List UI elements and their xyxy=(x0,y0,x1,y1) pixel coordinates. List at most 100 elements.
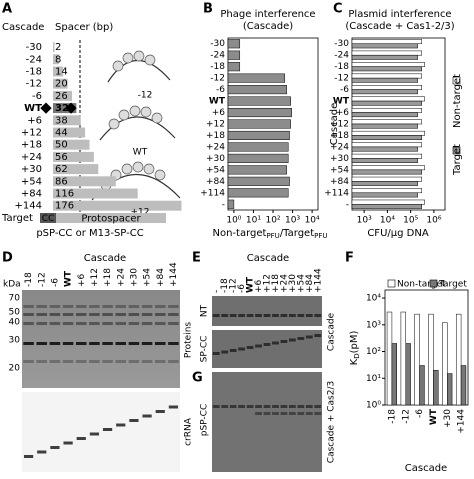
bar xyxy=(351,165,425,171)
bar xyxy=(351,89,418,95)
lane-label: +12 xyxy=(90,268,100,287)
gel-side-label: Cascade xyxy=(327,312,337,351)
category-label: -6 xyxy=(216,85,225,95)
x-tick-label: 10² xyxy=(265,216,280,226)
y-axis-label: KD(pM) xyxy=(349,331,361,366)
spacer-bar xyxy=(53,78,68,89)
gel-band xyxy=(36,305,48,308)
lane-label: +6 xyxy=(77,273,87,287)
lane-label: -18 xyxy=(24,272,34,287)
gel-band xyxy=(23,360,34,363)
gel-band xyxy=(128,360,140,363)
gel-band xyxy=(154,305,166,308)
gel-band xyxy=(23,342,34,345)
gel-band xyxy=(168,405,179,409)
gel-band xyxy=(115,313,127,316)
gel-band xyxy=(280,405,288,408)
gel-band xyxy=(23,305,34,308)
category-label: -24 xyxy=(334,51,349,61)
category-label: WT xyxy=(429,408,439,425)
category-label: -12 xyxy=(210,74,225,84)
bar xyxy=(351,66,422,72)
gel-band xyxy=(142,414,152,418)
gel-band xyxy=(23,322,34,325)
bar xyxy=(227,107,292,118)
spacer-bar xyxy=(53,176,116,187)
gel-band xyxy=(263,343,271,346)
lane-label: WT xyxy=(246,276,256,293)
y-axis-label-part: D xyxy=(353,353,361,358)
row-label: +144 xyxy=(15,201,42,212)
plot-frame xyxy=(384,289,469,406)
lane-label: +24 xyxy=(279,274,289,293)
gel-band xyxy=(212,405,220,408)
repeat-diamond xyxy=(40,102,52,114)
lane-label: -18 xyxy=(220,278,230,293)
gel-band xyxy=(75,322,87,325)
gel-band xyxy=(89,305,100,308)
gel-band xyxy=(36,360,48,363)
category-label: +18 xyxy=(206,131,225,141)
lane-label: +144 xyxy=(313,268,323,293)
legend-label: Target xyxy=(452,144,463,176)
protospacer-label: Protospacer xyxy=(81,214,141,225)
loop-label: -12 xyxy=(138,91,153,101)
spacer-value: 38 xyxy=(55,115,68,126)
category-label: +12 xyxy=(330,120,349,130)
gel-band xyxy=(168,360,179,363)
spacer-bar xyxy=(53,115,81,126)
gel-band xyxy=(36,313,48,316)
marker-label: 70 xyxy=(9,294,21,304)
gel-band xyxy=(89,322,100,325)
gel xyxy=(212,372,322,472)
gel-band xyxy=(89,432,100,436)
category-label: +30 xyxy=(330,154,349,164)
gel-band xyxy=(289,338,296,342)
lane-label: - xyxy=(212,290,222,293)
bar xyxy=(351,192,418,198)
bar xyxy=(227,73,286,83)
category-label: WT xyxy=(333,97,350,107)
lane-label: +24 xyxy=(116,268,126,287)
bar xyxy=(351,54,418,60)
gel-band xyxy=(272,341,279,345)
spacer-bar xyxy=(53,127,86,138)
legend-label: Non-target xyxy=(397,280,446,290)
gel-band xyxy=(305,412,313,415)
category-label: -12 xyxy=(334,74,349,84)
y-tick-label: 10⁰ xyxy=(366,401,381,411)
y-tick-label: 10³ xyxy=(366,320,381,330)
category-label: +24 xyxy=(330,142,349,152)
gel-band xyxy=(289,405,296,408)
row-label: +84 xyxy=(21,189,42,200)
gel-band xyxy=(305,314,313,317)
lane-label: WT xyxy=(64,270,74,287)
bar xyxy=(447,373,453,406)
lane-label: +84 xyxy=(156,268,166,287)
bar xyxy=(351,188,422,194)
gel-band xyxy=(297,412,305,415)
x-axis-label-part: Non-target xyxy=(212,228,266,239)
gel-band xyxy=(62,305,74,308)
bar xyxy=(351,158,418,163)
bar xyxy=(227,85,287,95)
legend-swatch xyxy=(452,76,461,85)
spacer-bar xyxy=(53,66,64,77)
lane-label: -12 xyxy=(229,278,239,293)
bar xyxy=(227,153,289,163)
spacer-bar xyxy=(53,54,59,65)
spacer-value: 56 xyxy=(55,152,68,163)
panel-letter: A xyxy=(2,2,12,17)
spacer-bar xyxy=(53,90,72,101)
legend-swatch xyxy=(429,279,438,288)
gel-band xyxy=(89,342,100,345)
lane-label: +18 xyxy=(271,274,281,293)
panel-letter: G xyxy=(192,371,203,386)
bar xyxy=(386,311,393,406)
legend-label: Non-target xyxy=(452,74,463,128)
bar xyxy=(351,112,418,118)
lane-label: +30 xyxy=(129,268,139,287)
bar xyxy=(227,39,241,49)
gel xyxy=(22,392,180,472)
